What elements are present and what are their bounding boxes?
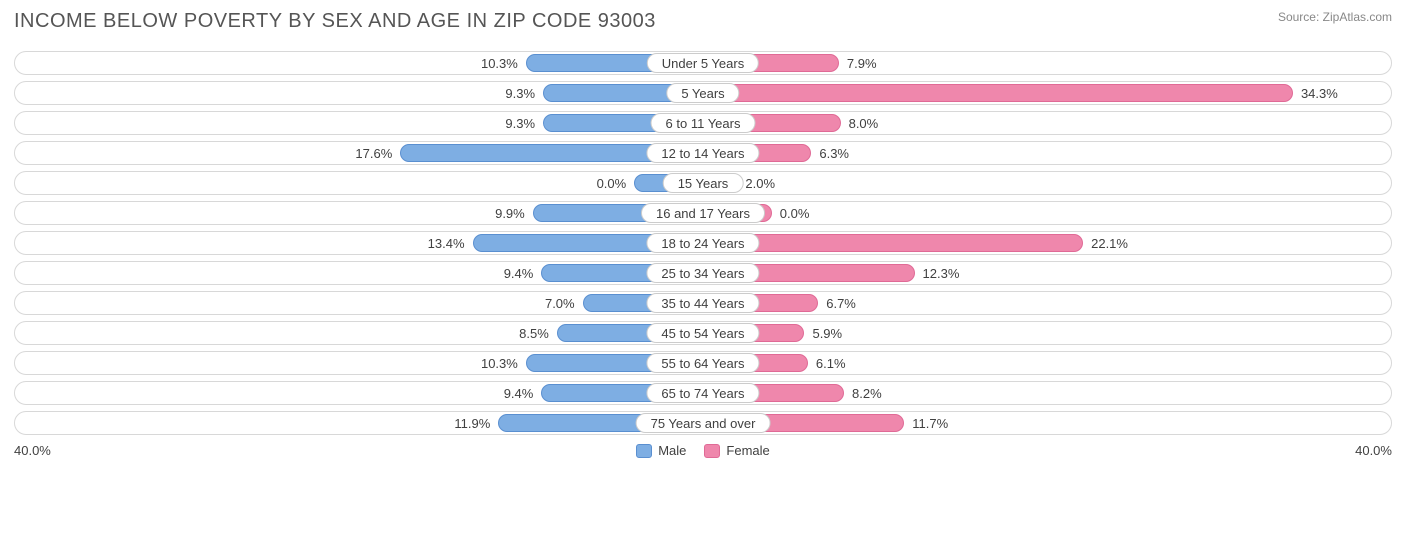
chart-row: 0.0% 2.0%15 Years: [14, 171, 1392, 195]
female-value-label: 6.1%: [816, 352, 846, 376]
chart-rows: 10.3%7.9%Under 5 Years9.3%34.3%5 Years9.…: [14, 51, 1392, 435]
legend: Male Female: [636, 443, 770, 458]
male-value-label: 11.9%: [454, 412, 490, 436]
age-group-label: 18 to 24 Years: [646, 233, 759, 253]
legend-female-label: Female: [726, 443, 769, 458]
chart-title: INCOME BELOW POVERTY BY SEX AND AGE IN Z…: [14, 10, 656, 33]
male-value-label: 0.0%: [597, 172, 627, 196]
age-group-label: 12 to 14 Years: [646, 143, 759, 163]
male-value-label: 9.4%: [504, 262, 534, 286]
age-group-label: 6 to 11 Years: [651, 113, 756, 133]
female-value-label: 0.0%: [780, 202, 810, 226]
legend-male-label: Male: [658, 443, 686, 458]
legend-female: Female: [704, 443, 769, 458]
chart-row: 11.9% 11.7% 75 Years and over: [14, 411, 1392, 435]
male-value-label: 9.3%: [505, 112, 535, 136]
female-value-label: 11.7%: [912, 412, 948, 436]
age-group-label: 55 to 64 Years: [646, 353, 759, 373]
female-value-label: 5.9%: [812, 322, 842, 346]
male-value-label: 9.9%: [495, 202, 525, 226]
chart-row: 8.5% 5.9% 45 to 54 Years: [14, 321, 1392, 345]
age-group-label: 75 Years and over: [636, 413, 771, 433]
female-value-label: 2.0%: [745, 172, 775, 196]
female-bar: [703, 234, 1083, 252]
female-value-label: 22.1%: [1091, 232, 1128, 256]
female-value-label: 8.2%: [852, 382, 882, 406]
age-group-label: 35 to 44 Years: [646, 293, 759, 313]
chart-row: 17.6% 6.3% 12 to 14 Years: [14, 141, 1392, 165]
female-value-label: 6.3%: [819, 142, 849, 166]
age-group-label: 65 to 74 Years: [646, 383, 759, 403]
age-group-label: 45 to 54 Years: [646, 323, 759, 343]
chart-row: 10.3% 7.9% Under 5 Years: [14, 51, 1392, 75]
source-label: Source: ZipAtlas.com: [1278, 10, 1392, 24]
age-group-label: Under 5 Years: [647, 53, 759, 73]
male-value-label: 7.0%: [545, 292, 575, 316]
age-group-label: 15 Years: [663, 173, 744, 193]
legend-male: Male: [636, 443, 686, 458]
male-value-label: 9.3%: [505, 82, 535, 106]
female-value-label: 7.9%: [847, 52, 877, 76]
age-group-label: 5 Years: [666, 83, 739, 103]
female-value-label: 34.3%: [1301, 82, 1338, 106]
male-value-label: 9.4%: [504, 382, 534, 406]
male-value-label: 13.4%: [428, 232, 465, 256]
chart-row: 9.3% 8.0% 6 to 11 Years: [14, 111, 1392, 135]
male-value-label: 10.3%: [481, 352, 518, 376]
male-value-label: 10.3%: [481, 52, 518, 76]
poverty-chart: INCOME BELOW POVERTY BY SEX AND AGE IN Z…: [0, 0, 1406, 466]
female-value-label: 8.0%: [849, 112, 879, 136]
axis-max-right: 40.0%: [1332, 443, 1392, 458]
female-value-label: 12.3%: [923, 262, 960, 286]
male-value-label: 17.6%: [355, 142, 392, 166]
female-bar: [703, 84, 1293, 102]
chart-row: 9.9% 0.0% 16 and 17 Years: [14, 201, 1392, 225]
male-value-label: 8.5%: [519, 322, 549, 346]
age-group-label: 25 to 34 Years: [646, 263, 759, 283]
female-value-label: 6.7%: [826, 292, 856, 316]
axis-max-left: 40.0%: [14, 443, 74, 458]
female-swatch-icon: [704, 444, 720, 458]
chart-row: 9.4% 8.2% 65 to 74 Years: [14, 381, 1392, 405]
chart-row: 7.0% 6.7% 35 to 44 Years: [14, 291, 1392, 315]
chart-row: 9.4% 12.3% 25 to 34 Years: [14, 261, 1392, 285]
age-group-label: 16 and 17 Years: [641, 203, 765, 223]
header: INCOME BELOW POVERTY BY SEX AND AGE IN Z…: [14, 10, 1392, 33]
chart-row: 9.3% 34.3% 5 Years: [14, 81, 1392, 105]
chart-row: 13.4% 22.1% 18 to 24 Years: [14, 231, 1392, 255]
male-swatch-icon: [636, 444, 652, 458]
chart-row: 10.3% 6.1% 55 to 64 Years: [14, 351, 1392, 375]
footer: 40.0% Male Female 40.0%: [14, 443, 1392, 458]
